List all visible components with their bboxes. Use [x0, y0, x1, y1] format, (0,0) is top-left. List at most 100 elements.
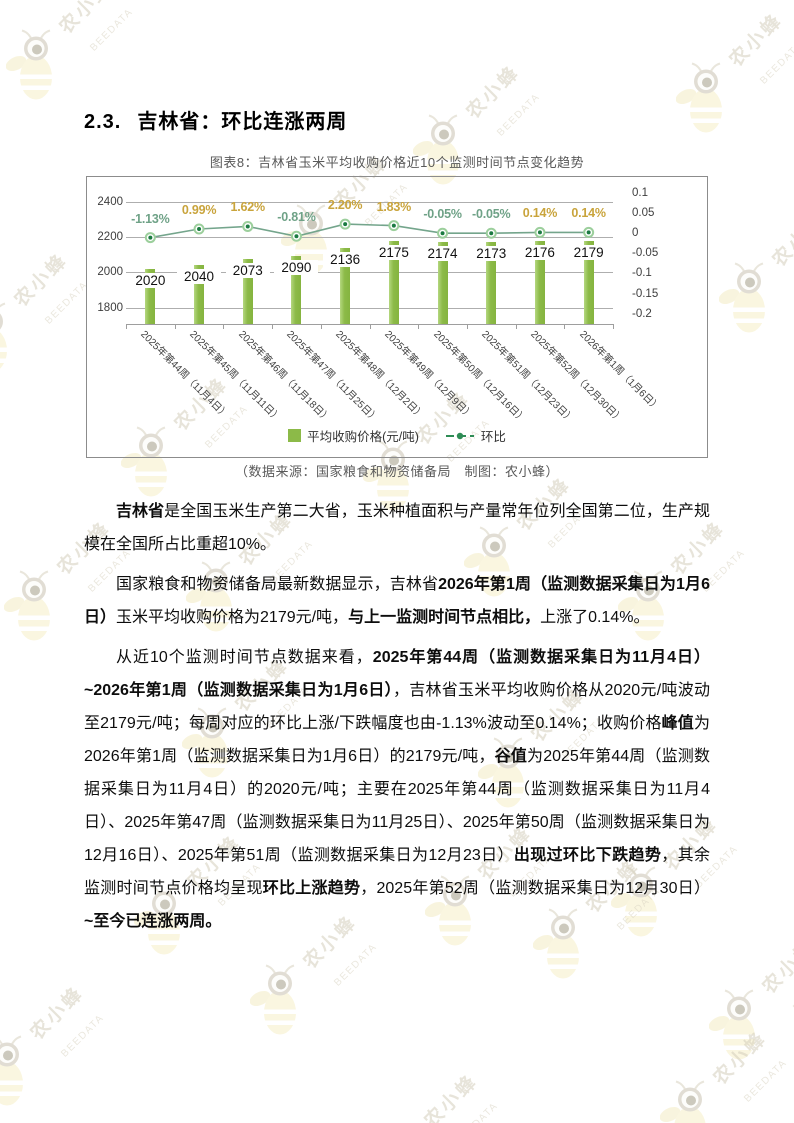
bee-icon	[709, 989, 757, 1060]
bar-value-label: 2136	[323, 252, 368, 268]
ratio-label: -0.05%	[472, 207, 511, 222]
text: 从近10个监测时间节点数据来看，	[116, 649, 373, 666]
bar-value-label: 2173	[469, 245, 514, 261]
x-axis-label: 2025年第51周（12月23日）	[479, 329, 577, 426]
watermark-text-en: BEEDATA	[758, 39, 794, 87]
price-bar	[583, 240, 594, 324]
bold-text: 环比上涨趋势	[262, 880, 361, 897]
bee-icon	[250, 964, 298, 1035]
x-axis-label: 2026年第1周（1月6日）	[576, 329, 662, 414]
data-source-note: （数据来源：国家粮食和物资储备局 制图：农小蜂）	[234, 464, 559, 479]
price-bar	[388, 241, 399, 324]
bar-value-label: 2175	[371, 245, 416, 261]
body-text: 吉林省是全国玉米生产第二大省，玉米种植面积与产量常年位列全国第二位，生产规模在全…	[84, 495, 710, 938]
watermark-text-en: BEEDATA	[88, 6, 136, 54]
right-axis-tick-label: 0.05	[632, 206, 655, 219]
ratio-label: 1.83%	[376, 199, 412, 214]
bar-value-label: 2040	[177, 269, 222, 285]
ratio-label: -0.05%	[423, 207, 462, 222]
bar-series-swatch-icon	[288, 429, 302, 442]
bar-value-label: 2020	[128, 272, 173, 288]
watermark-text-en: BEEDATA	[742, 1057, 790, 1105]
right-axis-tick-label: 0.1	[632, 186, 648, 199]
gridline	[126, 201, 613, 203]
text: ，2025年第52周（监测数据采集日为12月30日）	[360, 880, 710, 897]
bold-text: 与上一监测时间节点相比，	[348, 609, 541, 626]
bold-text: 谷值	[494, 748, 528, 765]
x-axis-label: 2025年第52周（12月30日）	[528, 329, 625, 426]
watermark-text-cn: 农小蜂	[758, 936, 794, 999]
ratio-label: 0.14%	[522, 206, 558, 221]
x-axis-tick	[418, 324, 420, 329]
bar-value-label: 2090	[274, 260, 319, 276]
price-bar	[534, 241, 545, 324]
text: 国家粮食和物资储备局最新数据显示，吉林省	[116, 576, 439, 593]
text: 为2026年第1周（监测数据采集日为1月6日）的2179元/吨，	[84, 715, 710, 765]
watermark-text-cn: 农小蜂	[26, 982, 89, 1045]
price-bar	[486, 241, 497, 324]
x-axis-tick	[564, 324, 566, 329]
legend-item-price: 平均收购价格(元/吨)	[288, 426, 419, 445]
watermark-text-cn: 农小蜂	[709, 1027, 772, 1090]
x-axis-tick	[613, 324, 614, 329]
chart-canvas: 2400 2200 2000 1800 0.1 0.05 0 -0.05 -0.1 -0.15 -0…	[87, 177, 707, 457]
watermark-text-en: BEEDATA	[332, 941, 380, 989]
chart-legend: 平均收购价格(元/吨) 环比	[87, 426, 707, 445]
line-series-marker-icon	[445, 432, 474, 439]
text: 是全国玉米生产第二大省，玉米种植面积与产量常年位列全国第二位，生产规模在全国所占…	[84, 503, 710, 553]
text: ，吉林省玉米平均收购价格从2020元/吨波动至2179元/吨；每周对应的环比上涨…	[84, 682, 710, 732]
ratio-label: 0.99%	[181, 203, 217, 217]
right-axis-tick-label: -0.2	[632, 307, 652, 320]
x-axis-tick	[466, 324, 468, 329]
watermark-text-en: BEEDATA	[59, 1012, 107, 1060]
section-title: 吉林省：环比连涨两周	[137, 111, 348, 133]
price-bar	[145, 268, 156, 324]
watermark-text-cn: 农小蜂	[55, 0, 118, 39]
x-axis-label: 2025年第47周（11月25日）	[284, 329, 381, 426]
right-axis-tick-label: -0.05	[632, 247, 659, 260]
x-axis-label: 2025年第44周（11月4日）	[138, 329, 231, 422]
watermark-text-cn: 农小蜂	[725, 9, 788, 72]
x-axis-tick	[515, 324, 517, 329]
left-axis-tick-label: 2400	[97, 195, 123, 208]
x-axis-tick	[369, 324, 371, 329]
text: 为2025年第44周（监测数据采集日为11月4日）的2020元/吨；主要在202…	[84, 748, 710, 864]
line-series-label: 环比	[480, 430, 506, 444]
x-axis-label: 2025年第46周（11月18日）	[235, 329, 333, 426]
price-bar	[242, 259, 253, 324]
right-axis-tick-label: 0	[632, 227, 639, 239]
gridline	[126, 307, 613, 309]
x-axis-tick	[320, 324, 322, 329]
left-axis-tick-label: 1800	[97, 301, 123, 314]
price-bar	[340, 248, 351, 324]
ratio-label: -1.13%	[131, 211, 170, 226]
text: 上涨了0.14%。	[540, 609, 650, 626]
bar-series-label: 平均收购价格(元/吨)	[307, 430, 419, 444]
bar-value-label: 2176	[517, 245, 562, 261]
bar-value-label: 2179	[566, 244, 611, 260]
ratio-label: 1.62%	[230, 200, 266, 215]
price-bar	[437, 241, 448, 324]
ratio-label: 0.14%	[571, 206, 606, 221]
bold-text: 2025年第44周（监测数据采集日为11月4日）~2026年第1周（监测数据采集…	[84, 649, 710, 699]
section-heading: 2.3. 吉林省：环比连涨两周	[84, 110, 710, 134]
bar-value-label: 2073	[225, 263, 270, 279]
bold-text: 吉林省	[116, 503, 165, 520]
x-axis-label: 2025年第49周（12月9日）	[382, 329, 475, 422]
bold-text: 出现过环比下跌趋势	[513, 847, 662, 864]
right-axis-tick-label: -0.1	[632, 267, 652, 280]
x-axis-tick	[272, 324, 274, 329]
price-bar	[291, 256, 302, 324]
x-axis-label: 2025年第50周（12月16日）	[430, 329, 528, 426]
x-axis-label: 2025年第48周（12月2日）	[333, 329, 427, 422]
ratio-line	[144, 218, 595, 244]
body-paragraph: 国家粮食和物资储备局最新数据显示，吉林省2026年第1周（监测数据采集日为1月6…	[84, 568, 710, 634]
text: 玉米平均收购价格为2179元/吨，	[116, 609, 349, 626]
x-axis-tick	[223, 324, 225, 329]
legend-item-ratio: 环比	[445, 426, 506, 445]
